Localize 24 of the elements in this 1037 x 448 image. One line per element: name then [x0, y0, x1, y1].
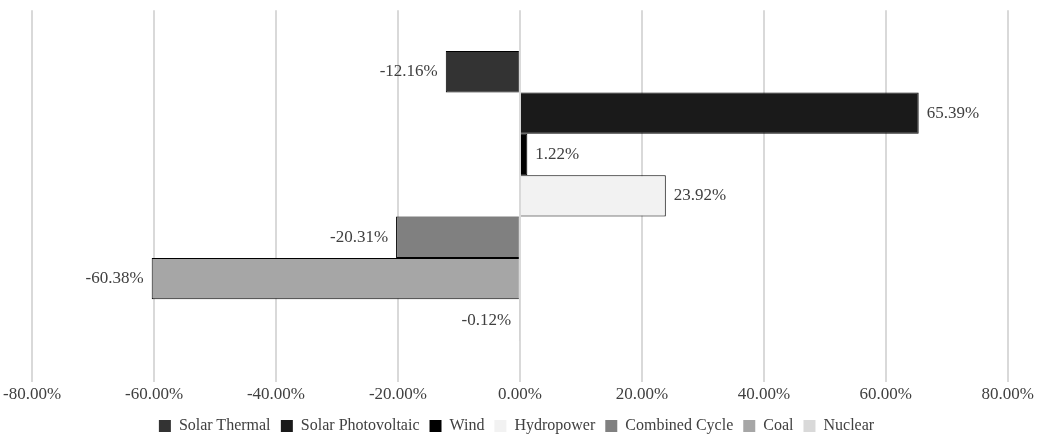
x-tick-label: -60.00%	[124, 384, 184, 404]
data-label: -12.16%	[379, 61, 438, 81]
legend-label: Solar Thermal	[178, 416, 272, 434]
data-label: 65.39%	[926, 102, 980, 122]
x-tick-label: 80.00%	[981, 384, 1035, 404]
data-label: 23.92%	[673, 185, 727, 205]
data-label: 1.22%	[535, 143, 580, 163]
legend-label: Combined Cycle	[625, 416, 734, 435]
data-label: -0.12%	[461, 309, 512, 329]
x-tick-label: 40.00%	[737, 384, 791, 404]
x-tick-label: 20.00%	[615, 384, 669, 404]
legend-label: Nuclear	[823, 416, 875, 434]
x-tick-label: -40.00%	[246, 384, 306, 404]
data-label: -60.38%	[85, 268, 144, 288]
legend-label: Solar Photovoltaic	[300, 416, 420, 434]
x-tick-label: -20.00%	[368, 384, 427, 404]
legend-label: Hydropower	[514, 416, 596, 435]
legend-label: Wind	[449, 416, 485, 434]
data-label: -20.31%	[329, 226, 389, 246]
bar	[520, 133, 528, 176]
legend-label: Coal	[763, 416, 795, 434]
x-tick-label: 60.00%	[859, 384, 913, 404]
x-tick-label: -80.00%	[3, 384, 62, 404]
x-tick-label: 0.00%	[497, 384, 542, 404]
